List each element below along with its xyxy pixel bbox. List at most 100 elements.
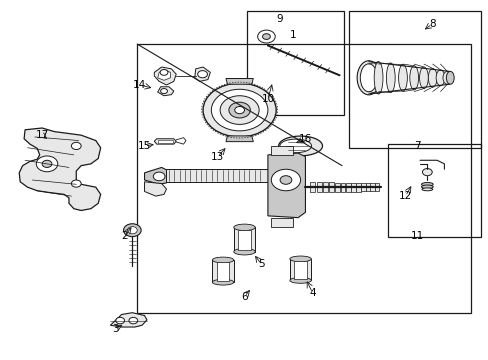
Circle shape: [42, 160, 52, 167]
Circle shape: [36, 156, 58, 172]
Bar: [216, 262, 229, 281]
Bar: [294, 261, 306, 279]
Circle shape: [160, 69, 167, 75]
Polygon shape: [158, 87, 173, 96]
Ellipse shape: [442, 71, 451, 84]
Ellipse shape: [279, 139, 311, 153]
Bar: [158, 140, 172, 143]
Polygon shape: [225, 136, 253, 141]
Circle shape: [203, 83, 276, 137]
Polygon shape: [144, 167, 171, 184]
Text: 13: 13: [211, 152, 224, 162]
Polygon shape: [110, 313, 147, 327]
Ellipse shape: [419, 67, 427, 89]
Polygon shape: [194, 67, 210, 81]
Ellipse shape: [427, 68, 436, 87]
Circle shape: [127, 226, 137, 234]
Ellipse shape: [446, 71, 453, 84]
Polygon shape: [154, 67, 176, 85]
Bar: [237, 230, 251, 250]
Text: 10: 10: [261, 94, 274, 104]
Text: 17: 17: [36, 130, 49, 140]
Ellipse shape: [409, 66, 418, 90]
Bar: [348, 12, 480, 148]
Text: 11: 11: [410, 231, 424, 240]
Text: 6: 6: [241, 292, 247, 302]
Ellipse shape: [435, 70, 444, 86]
Circle shape: [228, 102, 250, 118]
Text: 5: 5: [258, 259, 264, 269]
Circle shape: [220, 96, 259, 125]
Polygon shape: [351, 183, 355, 192]
Bar: [387, 144, 480, 237]
Polygon shape: [19, 128, 101, 211]
Circle shape: [123, 224, 141, 237]
Polygon shape: [316, 182, 321, 192]
Text: 14: 14: [133, 80, 146, 90]
Polygon shape: [158, 69, 170, 80]
Ellipse shape: [398, 64, 407, 91]
Text: 16: 16: [298, 134, 311, 144]
Ellipse shape: [356, 61, 380, 95]
Circle shape: [262, 34, 270, 40]
Ellipse shape: [360, 64, 377, 92]
Ellipse shape: [289, 278, 311, 283]
Circle shape: [160, 89, 167, 94]
Ellipse shape: [212, 257, 233, 263]
Polygon shape: [365, 183, 370, 192]
Ellipse shape: [421, 185, 432, 189]
Text: 15: 15: [138, 141, 151, 151]
Polygon shape: [267, 153, 305, 218]
Text: 7: 7: [413, 141, 420, 151]
Ellipse shape: [212, 279, 233, 285]
Text: 4: 4: [309, 288, 315, 298]
Circle shape: [153, 172, 164, 181]
Polygon shape: [271, 146, 293, 155]
Ellipse shape: [421, 188, 432, 191]
Bar: [166, 169, 267, 182]
Circle shape: [71, 180, 81, 187]
Polygon shape: [340, 183, 345, 192]
Circle shape: [129, 318, 138, 324]
Circle shape: [422, 168, 431, 176]
Text: 9: 9: [276, 14, 283, 24]
Polygon shape: [323, 182, 327, 192]
Text: 3: 3: [112, 324, 119, 334]
Circle shape: [257, 30, 275, 43]
Ellipse shape: [278, 136, 322, 156]
Polygon shape: [369, 183, 374, 191]
Ellipse shape: [386, 63, 394, 93]
Bar: [246, 12, 344, 116]
Polygon shape: [154, 139, 176, 144]
Bar: [212, 260, 233, 282]
Circle shape: [71, 142, 81, 149]
Circle shape: [197, 71, 207, 78]
Polygon shape: [328, 183, 333, 192]
Bar: [233, 227, 255, 252]
Polygon shape: [346, 183, 350, 192]
Text: 8: 8: [428, 19, 435, 29]
Polygon shape: [310, 182, 315, 192]
Circle shape: [234, 107, 244, 114]
Text: 1: 1: [289, 30, 296, 40]
Ellipse shape: [233, 224, 255, 230]
Text: 2: 2: [122, 231, 128, 240]
Circle shape: [280, 176, 291, 184]
Polygon shape: [334, 183, 339, 192]
Ellipse shape: [289, 256, 311, 262]
Circle shape: [211, 89, 267, 131]
Ellipse shape: [373, 62, 382, 94]
Polygon shape: [225, 78, 253, 84]
Circle shape: [271, 169, 300, 191]
Polygon shape: [374, 183, 379, 191]
Bar: [137, 44, 470, 313]
Polygon shape: [360, 183, 365, 192]
Polygon shape: [144, 182, 166, 196]
Text: 12: 12: [398, 191, 411, 201]
Ellipse shape: [233, 248, 255, 255]
Bar: [289, 259, 311, 280]
Polygon shape: [355, 183, 360, 192]
Circle shape: [116, 318, 124, 324]
Ellipse shape: [421, 183, 432, 186]
Polygon shape: [271, 218, 293, 226]
